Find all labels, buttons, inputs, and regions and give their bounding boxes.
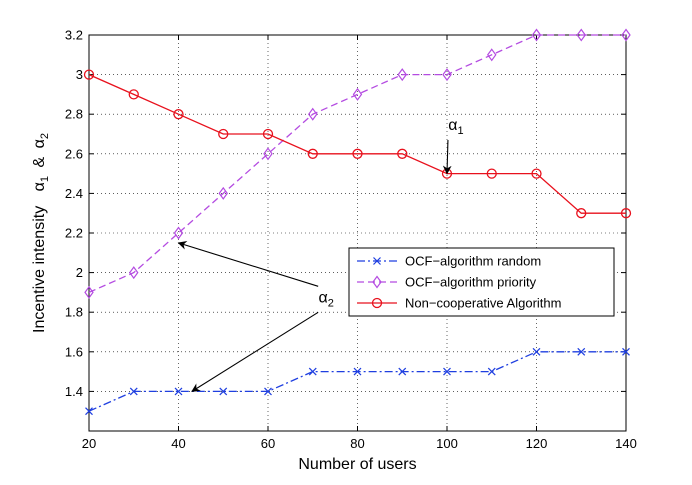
data-point-diamond bbox=[263, 147, 273, 161]
x-tick-label: 80 bbox=[350, 436, 364, 451]
data-point-x bbox=[373, 257, 381, 265]
data-point-circle bbox=[218, 128, 229, 140]
data-point-circle bbox=[128, 89, 139, 100]
series-line-1 bbox=[88, 351, 626, 412]
axis-ticks: 20 40 60 80 100 120 140 1.4 1.6 1.8 2 2.2 2.4 2.6 2.8 3… bbox=[65, 28, 637, 452]
data-point-x bbox=[308, 367, 317, 376]
annotations: α1 α2 bbox=[177, 117, 464, 392]
data-point-diamond bbox=[531, 28, 542, 42]
data-point-x bbox=[398, 367, 407, 376]
annotation-arrow bbox=[177, 241, 319, 287]
legend-item: OCF−algorithm priority bbox=[357, 275, 537, 290]
x-tick-label: 20 bbox=[82, 436, 96, 451]
data-point-diamond bbox=[487, 48, 497, 62]
data-point-x bbox=[622, 347, 630, 356]
data-point-circle bbox=[397, 148, 408, 159]
data-point-diamond bbox=[173, 226, 184, 240]
data-point-circle bbox=[620, 208, 632, 219]
legend-label: OCF−algorithm priority bbox=[405, 275, 537, 290]
data-point-x bbox=[443, 367, 451, 376]
data-point-circle bbox=[371, 297, 383, 309]
y-tick-label: 2.6 bbox=[65, 146, 83, 161]
x-tick-label: 60 bbox=[261, 436, 275, 451]
annotation-arrow bbox=[191, 311, 319, 392]
y-tick-label: 1.6 bbox=[65, 344, 83, 359]
series-line-2 bbox=[88, 34, 626, 293]
x-tick-label: 40 bbox=[171, 436, 185, 451]
data-point-circle bbox=[531, 168, 542, 179]
data-point-circle bbox=[262, 128, 274, 140]
data-point-diamond bbox=[84, 285, 94, 299]
legend-item: Non−cooperative Algorithm bbox=[357, 296, 561, 311]
data-point-diamond bbox=[352, 87, 363, 101]
data-point-diamond bbox=[397, 68, 407, 82]
data-point-x bbox=[353, 367, 362, 376]
annotation-label-2: α2 bbox=[318, 289, 333, 309]
y-tick-label: 2.8 bbox=[65, 107, 83, 122]
y-axis-label: Incentive intensity α1 & α2 bbox=[31, 133, 52, 333]
y-tick-label: 1.8 bbox=[65, 305, 83, 320]
annotation-arrow bbox=[442, 140, 452, 175]
data-point-x bbox=[219, 387, 228, 396]
data-point-x bbox=[487, 367, 496, 376]
x-tick-label: 140 bbox=[615, 436, 637, 451]
x-tick-label: 120 bbox=[526, 436, 548, 451]
data-point-diamond bbox=[576, 28, 586, 42]
y-axis-alpha1: α bbox=[31, 182, 48, 191]
y-tick-label: 1.4 bbox=[65, 384, 83, 399]
y-axis-sub2: 2 bbox=[39, 133, 51, 139]
data-point-diamond bbox=[129, 266, 139, 280]
data-point-diamond bbox=[218, 186, 228, 200]
data-point-x bbox=[174, 387, 183, 396]
data-point-x bbox=[264, 387, 272, 396]
legend-item: OCF−algorithm random bbox=[357, 254, 541, 269]
series-line-3 bbox=[88, 74, 626, 214]
data-point-diamond bbox=[621, 28, 631, 42]
data-point-circle bbox=[307, 148, 318, 159]
x-tick-label: 100 bbox=[436, 436, 458, 451]
data-point-x bbox=[85, 407, 93, 416]
annotation-label-1: α1 bbox=[448, 117, 463, 137]
y-tick-label: 2.2 bbox=[65, 226, 83, 241]
x-axis-label: Number of users bbox=[298, 456, 416, 473]
data-point-circle bbox=[83, 69, 95, 80]
y-tick-label: 3.2 bbox=[65, 28, 83, 43]
y-tick-label: 2 bbox=[76, 265, 83, 280]
y-tick-label: 3 bbox=[76, 67, 83, 82]
data-point-diamond bbox=[442, 68, 452, 82]
data-point-x bbox=[532, 347, 541, 356]
legend-label: Non−cooperative Algorithm bbox=[405, 296, 561, 311]
svg-text:Incentive intensity α1: Incentive intensity α1 & α2 bbox=[31, 133, 52, 333]
data-point-circle bbox=[352, 148, 363, 159]
y-tick-label: 2.4 bbox=[65, 186, 83, 201]
data-point-diamond bbox=[308, 107, 318, 121]
y-axis-sub1: 1 bbox=[39, 176, 51, 182]
legend-label: OCF−algorithm random bbox=[405, 254, 541, 269]
data-point-circle bbox=[173, 109, 184, 120]
data-point-circle bbox=[576, 208, 587, 219]
data-point-x bbox=[129, 387, 138, 396]
series-group bbox=[83, 28, 632, 416]
y-axis-alpha2: α bbox=[31, 139, 48, 148]
data-point-circle bbox=[486, 168, 497, 179]
legend: OCF−algorithm random OCF−algorithm priori… bbox=[348, 247, 615, 317]
data-point-x bbox=[577, 347, 586, 356]
data-point-diamond bbox=[372, 275, 382, 289]
y-axis-label-text: Incentive intensity bbox=[31, 206, 48, 333]
y-axis-amp: & bbox=[31, 157, 48, 168]
